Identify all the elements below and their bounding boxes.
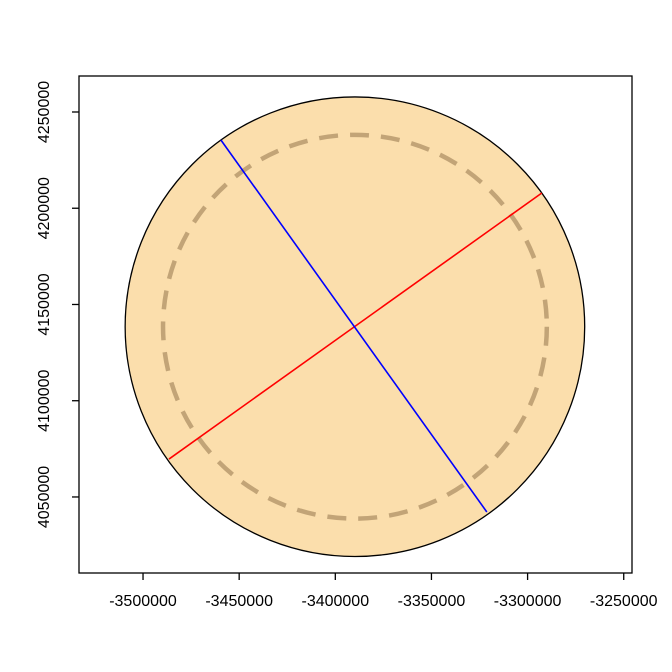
y-tick-label: 4150000 [36, 273, 53, 335]
blue-diameter-line [220, 139, 488, 513]
plot-box [78, 75, 633, 574]
y-tick-label: 4200000 [36, 177, 53, 239]
x-tick-label: -3400000 [301, 593, 369, 610]
plot-shapes-layer [124, 96, 586, 558]
y-tick-label: 4100000 [36, 369, 53, 431]
inner-circle-dashed [160, 132, 550, 521]
x-tick-label: -3450000 [205, 593, 273, 610]
x-tick-label: -3250000 [590, 593, 658, 610]
x-tick-label: -3300000 [494, 593, 562, 610]
y-tick-label: 4250000 [36, 81, 53, 143]
y-tick-label: 4050000 [36, 466, 53, 528]
x-axis: -3500000 -3450000 -3400000 -3350000 -3300000… [109, 573, 658, 610]
y-axis: 4050000 4100000 4150000 4200000 4250000 [36, 81, 79, 528]
red-diameter-line [168, 192, 543, 460]
x-tick-label: -3500000 [109, 593, 177, 610]
x-tick-label: -3350000 [398, 593, 466, 610]
